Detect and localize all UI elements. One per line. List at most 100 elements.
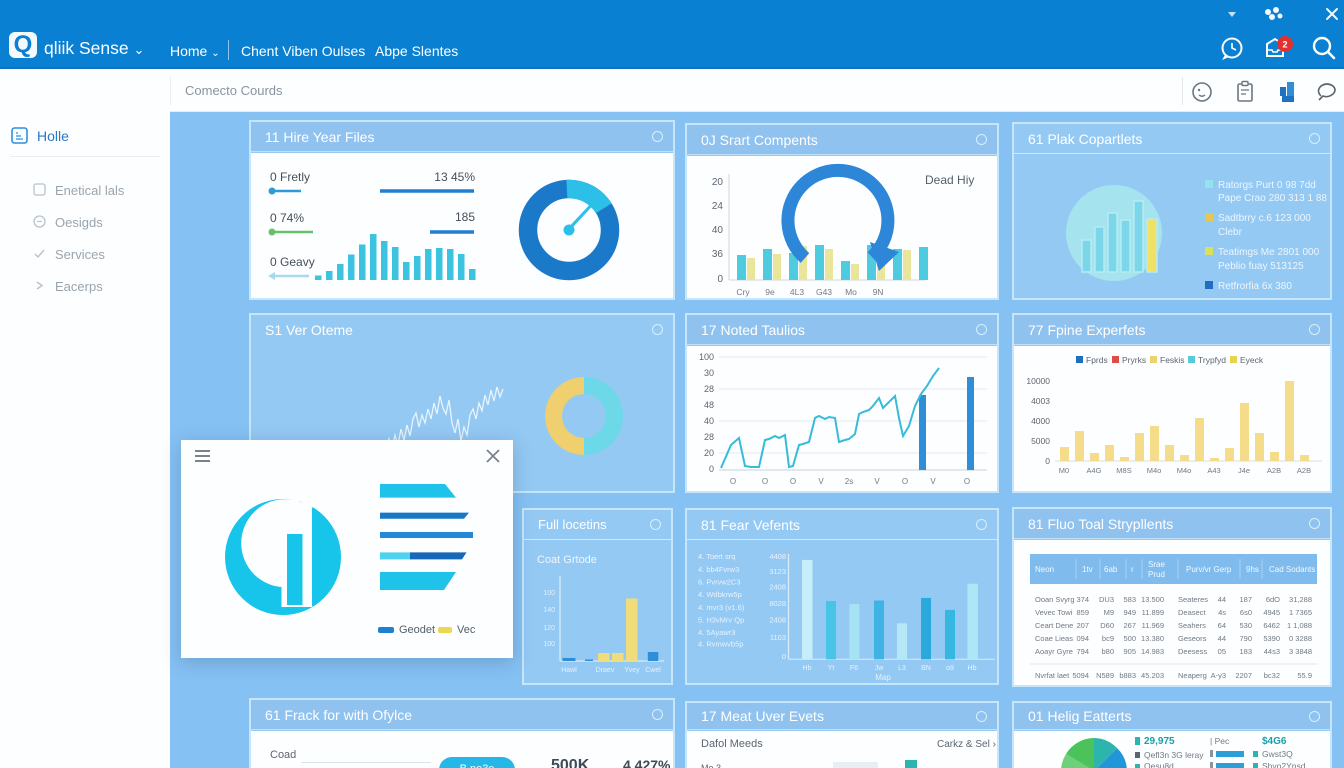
svg-text:36: 36: [712, 249, 724, 260]
svg-text:Dead Hiy: Dead Hiy: [925, 173, 974, 187]
svg-text:F6: F6: [850, 665, 858, 672]
svg-text:Purv/vr Gerp: Purv/vr Gerp: [1186, 565, 1232, 574]
svg-text:5390: 5390: [1263, 634, 1280, 643]
svg-text:V: V: [874, 477, 880, 486]
svg-text:4. mvr3 (v1.6): 4. mvr3 (v1.6): [698, 603, 745, 612]
svg-text:Eyeck: Eyeck: [1240, 355, 1264, 365]
svg-text:0 3288: 0 3288: [1289, 634, 1312, 643]
svg-text:100: 100: [543, 641, 555, 648]
svg-text:O: O: [762, 477, 768, 486]
svg-text:4408: 4408: [769, 552, 786, 561]
svg-text:0: 0: [717, 274, 723, 285]
svg-text:64: 64: [1218, 621, 1226, 630]
svg-text:30: 30: [704, 368, 714, 378]
svg-text:1 7365: 1 7365: [1289, 608, 1312, 617]
svg-text:9N: 9N: [873, 287, 884, 297]
svg-text:4s: 4s: [1218, 608, 1226, 617]
svg-text:45.203: 45.203: [1141, 671, 1164, 680]
svg-text:V: V: [930, 477, 936, 486]
svg-text:40: 40: [712, 225, 724, 236]
svg-text:Ceart Dene: Ceart Dene: [1035, 621, 1073, 630]
svg-text:3 3848: 3 3848: [1289, 647, 1312, 656]
svg-text:G43: G43: [816, 287, 832, 297]
svg-text:44: 44: [1218, 634, 1226, 643]
svg-text:Oesu8d: Oesu8d: [1144, 761, 1174, 768]
svg-text:Retfrorfia 6x 380: Retfrorfia 6x 380: [1218, 281, 1292, 292]
svg-text:| Pec: | Pec: [1210, 736, 1230, 746]
svg-text:374: 374: [1076, 595, 1089, 604]
svg-text:4L3: 4L3: [790, 287, 804, 297]
svg-text:0: 0: [782, 652, 786, 661]
svg-text:187: 187: [1239, 595, 1252, 604]
svg-text:4. Rvmwvb5p: 4. Rvmwvb5p: [698, 640, 743, 649]
svg-text:Qefl3n 3G leray: Qefl3n 3G leray: [1144, 750, 1204, 760]
svg-text:Ratorgs Purt 0 98 7dd: Ratorgs Purt 0 98 7dd: [1218, 180, 1316, 191]
svg-text:44: 44: [1218, 595, 1226, 604]
svg-text:M0: M0: [1059, 466, 1069, 475]
svg-text:100: 100: [699, 352, 714, 362]
svg-text:Fprds: Fprds: [1086, 355, 1108, 365]
svg-text:790: 790: [1239, 634, 1252, 643]
svg-text:Prud: Prud: [1148, 570, 1165, 579]
svg-text:Pryrks: Pryrks: [1122, 355, 1146, 365]
svg-text:55.9: 55.9: [1297, 671, 1312, 680]
svg-text:D60: D60: [1100, 621, 1114, 630]
svg-text:28: 28: [704, 384, 714, 394]
svg-text:4945: 4945: [1263, 608, 1280, 617]
svg-text:140: 140: [543, 607, 555, 614]
svg-text:A2B: A2B: [1297, 466, 1311, 475]
svg-text:Hb: Hb: [803, 665, 812, 672]
svg-text:40: 40: [704, 416, 714, 426]
svg-text:Mo: Mo: [845, 287, 857, 297]
svg-text:0: 0: [1045, 456, 1050, 466]
svg-text:183: 183: [1239, 647, 1252, 656]
svg-text:267: 267: [1123, 621, 1136, 630]
svg-text:6ab: 6ab: [1104, 565, 1118, 574]
svg-text:29,975: 29,975: [1144, 736, 1175, 747]
svg-text:M8S: M8S: [1116, 466, 1131, 475]
svg-text:Pape Crao 280 313 1 88: Pape Crao 280 313 1 88: [1218, 193, 1327, 204]
svg-text:530: 530: [1239, 621, 1252, 630]
svg-text:V: V: [818, 477, 824, 486]
svg-text:11.899: 11.899: [1142, 608, 1164, 617]
svg-text:N589: N589: [1096, 671, 1114, 680]
svg-text:8028: 8028: [769, 599, 786, 608]
svg-text:4003: 4003: [1031, 396, 1050, 406]
svg-text:M4o: M4o: [1177, 466, 1192, 475]
svg-text:A2B: A2B: [1267, 466, 1281, 475]
svg-text:Cad Sodants: Cad Sodants: [1269, 565, 1315, 574]
svg-text:28: 28: [704, 432, 714, 442]
svg-text:6462: 6462: [1263, 621, 1280, 630]
svg-text:Gwst3Q: Gwst3Q: [1262, 749, 1293, 759]
svg-text:949: 949: [1123, 608, 1136, 617]
svg-text:b80: b80: [1101, 647, 1114, 656]
svg-text:Jw: Jw: [875, 665, 885, 672]
svg-text:31,288: 31,288: [1289, 595, 1312, 604]
svg-text:10000: 10000: [1026, 376, 1050, 386]
svg-text:11.969: 11.969: [1142, 621, 1164, 630]
svg-text:A43: A43: [1207, 466, 1220, 475]
svg-text:9hs: 9hs: [1246, 565, 1259, 574]
svg-text:Teatimgs Me 2801 000: Teatimgs Me 2801 000: [1218, 247, 1320, 258]
svg-text:Yvey: Yvey: [624, 667, 640, 674]
svg-text:Cwel: Cwel: [645, 667, 661, 674]
svg-text:Coat Grtode: Coat Grtode: [537, 554, 597, 566]
svg-text:44s3: 44s3: [1264, 647, 1280, 656]
svg-text:J4e: J4e: [1238, 466, 1250, 475]
svg-text:14.983: 14.983: [1141, 647, 1164, 656]
svg-text:r: r: [1131, 565, 1134, 574]
svg-text:Neaperg: Neaperg: [1178, 671, 1207, 680]
svg-text:120: 120: [543, 625, 555, 632]
svg-text:4. 5Ayawr3: 4. 5Ayawr3: [698, 628, 735, 637]
svg-text:2s: 2s: [845, 477, 853, 486]
svg-text:13.500: 13.500: [1141, 595, 1164, 604]
svg-text:4. Wdbkrw5p: 4. Wdbkrw5p: [698, 590, 742, 599]
svg-text:Ooan Svyrg: Ooan Svyrg: [1035, 595, 1075, 604]
svg-text:6. Pvrvw2C3: 6. Pvrvw2C3: [698, 578, 741, 587]
svg-text:859: 859: [1076, 608, 1089, 617]
svg-text:Hawl: Hawl: [561, 667, 577, 674]
svg-text:207: 207: [1076, 621, 1089, 630]
svg-text:A4G: A4G: [1086, 466, 1101, 475]
svg-text:o9: o9: [946, 665, 954, 672]
svg-text:794: 794: [1076, 647, 1089, 656]
